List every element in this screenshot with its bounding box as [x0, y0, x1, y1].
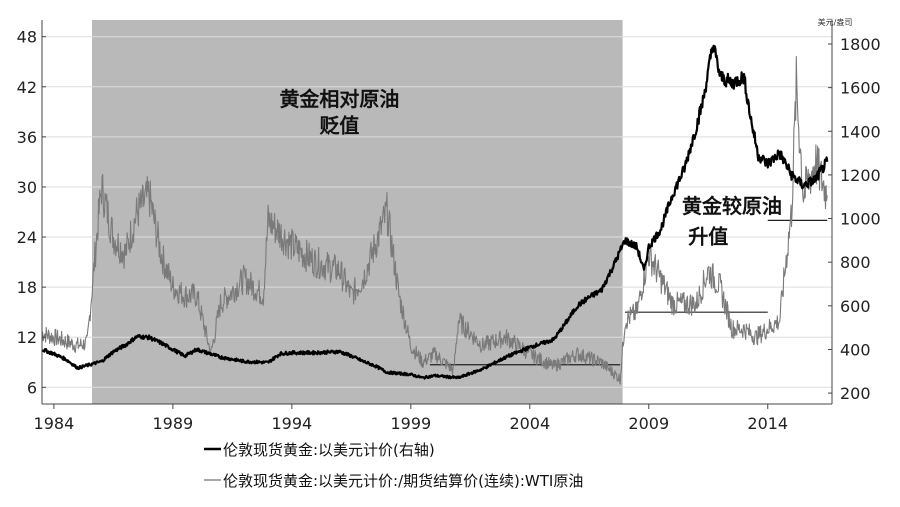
- right-tick-label: 1400: [840, 122, 881, 141]
- right-tick-label: 600: [840, 297, 871, 316]
- right-tick-label: 400: [840, 340, 871, 359]
- left-tick-label: 24: [17, 228, 37, 247]
- right-tick-label: 1200: [840, 166, 881, 185]
- left-axis-ticks: 6 12 18 24 30 36 42 48: [17, 28, 46, 397]
- reference-lines: [429, 219, 828, 366]
- shaded-region: [91, 20, 623, 404]
- annotation-text: 升值: [688, 225, 728, 249]
- series-line-gold-oil-ratio: [41, 55, 828, 385]
- x-tick-label: 2014: [747, 414, 788, 433]
- right-tick-label: 1800: [840, 35, 881, 54]
- left-tick-label: 6: [27, 378, 37, 397]
- left-tick-label: 36: [17, 128, 37, 147]
- right-axis-ticks: 200 400 600 800 1000 1200 1400 1600 1800: [828, 35, 881, 403]
- right-tick-label: 1000: [840, 210, 881, 229]
- legend-label-ratio: 伦敦现货黄金:以美元计价:/期货结算价(连续):WTI原油: [223, 472, 583, 490]
- right-axis-unit: 美元/盎司: [818, 17, 853, 27]
- x-tick-label: 1984: [34, 414, 75, 433]
- annotation-text: 黄金较原油: [682, 194, 782, 218]
- x-tick-label: 2004: [509, 414, 550, 433]
- annotation-text: 贬值: [319, 113, 359, 137]
- x-tick-label: 1989: [153, 414, 194, 433]
- legend-label-gold: 伦敦现货黄金:以美元计价(右轴): [223, 441, 435, 459]
- x-tick-label: 1994: [271, 414, 312, 433]
- right-tick-label: 200: [840, 384, 871, 403]
- left-tick-label: 12: [17, 328, 37, 347]
- axes: [41, 20, 833, 405]
- left-tick-label: 18: [17, 278, 37, 297]
- x-tick-label: 1999: [390, 414, 431, 433]
- series-lines: [41, 44, 829, 385]
- right-tick-label: 1600: [840, 79, 881, 98]
- legend: 伦敦现货黄金:以美元计价(右轴) 伦敦现货黄金:以美元计价:/期货结算价(连续)…: [204, 441, 583, 490]
- right-tick-label: 800: [840, 253, 871, 272]
- x-axis-ticks: 1984 1989 1994 1999 2004 2009 2014: [34, 404, 788, 433]
- annotation-text: 黄金相对原油: [279, 87, 399, 111]
- x-tick-label: 2009: [628, 414, 669, 433]
- left-tick-label: 30: [17, 178, 37, 197]
- left-tick-label: 42: [17, 78, 37, 97]
- series-line-gold-price: [41, 44, 829, 380]
- left-tick-label: 48: [17, 28, 37, 47]
